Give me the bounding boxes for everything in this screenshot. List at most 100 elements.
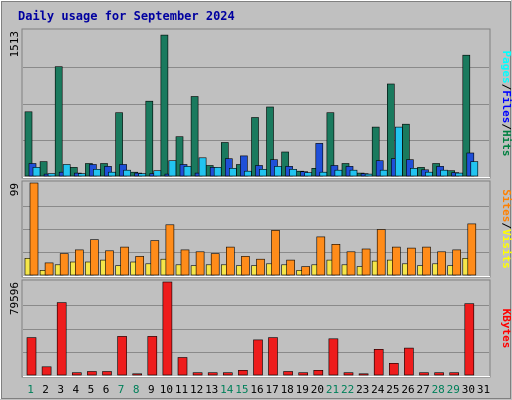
bar-sites-day-25 <box>391 246 401 276</box>
x-tick-day-1: 1 <box>27 383 34 396</box>
bar-hits-day-17 <box>266 106 274 177</box>
legend: Pages/Files/Hits <box>500 51 512 157</box>
bar-pages-day-13 <box>213 167 222 177</box>
bar-pages-day-25 <box>394 126 403 177</box>
bar-kbytes-day-20 <box>313 369 324 376</box>
x-tick-day-28: 28 <box>432 383 445 396</box>
x-tick-day-25: 25 <box>386 383 399 396</box>
legend-separator: / <box>500 123 512 130</box>
bar-kbytes-day-5 <box>87 371 97 376</box>
x-tick-day-16: 16 <box>250 383 263 396</box>
legend-hits: Hits <box>500 130 512 157</box>
bar-pages-day-6 <box>108 171 116 177</box>
bar-sites-day-24 <box>376 229 386 276</box>
x-tick-day-13: 13 <box>205 383 218 396</box>
bar-pages-day-20 <box>319 171 328 177</box>
x-tick-day-19: 19 <box>296 383 309 396</box>
bar-kbytes-day-9 <box>147 336 158 376</box>
bar-hits-day-24 <box>371 126 380 177</box>
bar-pages-day-4 <box>78 173 86 177</box>
bar-hits-day-16 <box>251 117 259 177</box>
x-tick-day-29: 29 <box>447 383 460 396</box>
bar-pages-day-18 <box>289 169 297 177</box>
bar-sites-day-11 <box>180 249 190 276</box>
x-tick-day-5: 5 <box>88 383 95 396</box>
x-tick-day-6: 6 <box>103 383 110 396</box>
bar-kbytes-day-15 <box>238 369 248 376</box>
x-tick-day-12: 12 <box>190 383 203 396</box>
bar-pages-day-10 <box>168 160 177 177</box>
bar-sites-day-16 <box>256 258 265 276</box>
legend-separator: / <box>500 222 512 229</box>
bar-kbytes-day-1 <box>26 337 37 376</box>
bar-pages-day-23 <box>364 173 373 177</box>
bar-pages-day-19 <box>304 172 313 177</box>
bar-kbytes-day-28 <box>434 372 444 376</box>
bar-sites-day-17 <box>271 230 280 276</box>
bar-kbytes-day-17 <box>268 337 278 376</box>
bar-kbytes-day-14 <box>223 372 233 376</box>
bar-kbytes-day-18 <box>283 371 293 376</box>
bar-hits-day-30 <box>462 54 471 177</box>
legend-kbytes: KBytes <box>500 309 512 349</box>
x-tick-day-15: 15 <box>235 383 248 396</box>
x-tick-day-31: 31 <box>477 383 490 396</box>
panel-3: 79596 KBytes <box>8 279 512 378</box>
bar-sites-day-19 <box>301 266 311 276</box>
bar-kbytes-day-21 <box>328 338 339 376</box>
y-max-label: 79596 <box>8 282 21 315</box>
bar-sites-day-18 <box>286 259 295 276</box>
bar-files-day-20 <box>315 143 324 177</box>
bar-hits-day-25 <box>386 83 395 177</box>
legend-sites: Sites <box>500 189 512 222</box>
chart-title: Daily usage for September 2024 <box>18 9 235 23</box>
x-tick-day-22: 22 <box>341 383 354 396</box>
bar-kbytes-day-2 <box>41 366 52 376</box>
bar-hits-day-9 <box>145 100 154 177</box>
bar-pages-day-27 <box>425 171 433 177</box>
bar-hits-day-10 <box>160 34 169 177</box>
x-tick-day-17: 17 <box>265 383 278 396</box>
bar-pages-day-1 <box>32 167 41 177</box>
bar-sites-day-4 <box>75 249 84 276</box>
bar-kbytes-day-29 <box>449 372 460 376</box>
bar-hits-day-11 <box>175 136 184 177</box>
bar-pages-day-14 <box>229 168 237 177</box>
legend: KBytes <box>500 309 512 349</box>
bar-files-day-15 <box>240 155 248 177</box>
bar-kbytes-day-7 <box>117 336 127 376</box>
legend-files: Files <box>500 90 512 123</box>
bar-sites-day-22 <box>346 251 356 276</box>
bar-files-day-26 <box>406 159 414 177</box>
bar-sites-day-9 <box>150 240 160 276</box>
x-tick-day-10: 10 <box>160 383 173 396</box>
x-tick-day-24: 24 <box>371 383 385 396</box>
bar-sites-day-26 <box>407 247 416 276</box>
bar-pages-day-12 <box>198 157 207 177</box>
bar-sites-day-1 <box>29 182 39 276</box>
bar-pages-day-30 <box>470 161 479 177</box>
bar-kbytes-day-26 <box>404 347 414 376</box>
bar-hits-day-21 <box>326 112 335 177</box>
x-tick-day-27: 27 <box>416 383 429 396</box>
x-tick-day-7: 7 <box>118 383 125 396</box>
x-tick-day-2: 2 <box>42 383 49 396</box>
bar-kbytes-day-25 <box>388 362 399 376</box>
bar-kbytes-day-4 <box>72 372 82 376</box>
x-tick-day-3: 3 <box>57 383 64 396</box>
bar-pages-day-28 <box>440 169 448 177</box>
bar-pages-day-3 <box>62 164 71 177</box>
bar-files-day-6 <box>104 166 112 177</box>
bar-hits-day-12 <box>190 96 199 177</box>
bar-sites-day-30 <box>467 223 477 276</box>
x-tick-day-14: 14 <box>220 383 234 396</box>
bar-sites-day-12 <box>195 251 205 276</box>
bar-kbytes-day-11 <box>177 357 188 376</box>
bar-pages-day-2 <box>47 173 56 177</box>
bar-kbytes-day-10 <box>162 281 173 376</box>
bar-pages-day-7 <box>123 169 131 177</box>
bar-sites-day-21 <box>331 244 341 276</box>
bar-kbytes-day-6 <box>102 371 112 376</box>
